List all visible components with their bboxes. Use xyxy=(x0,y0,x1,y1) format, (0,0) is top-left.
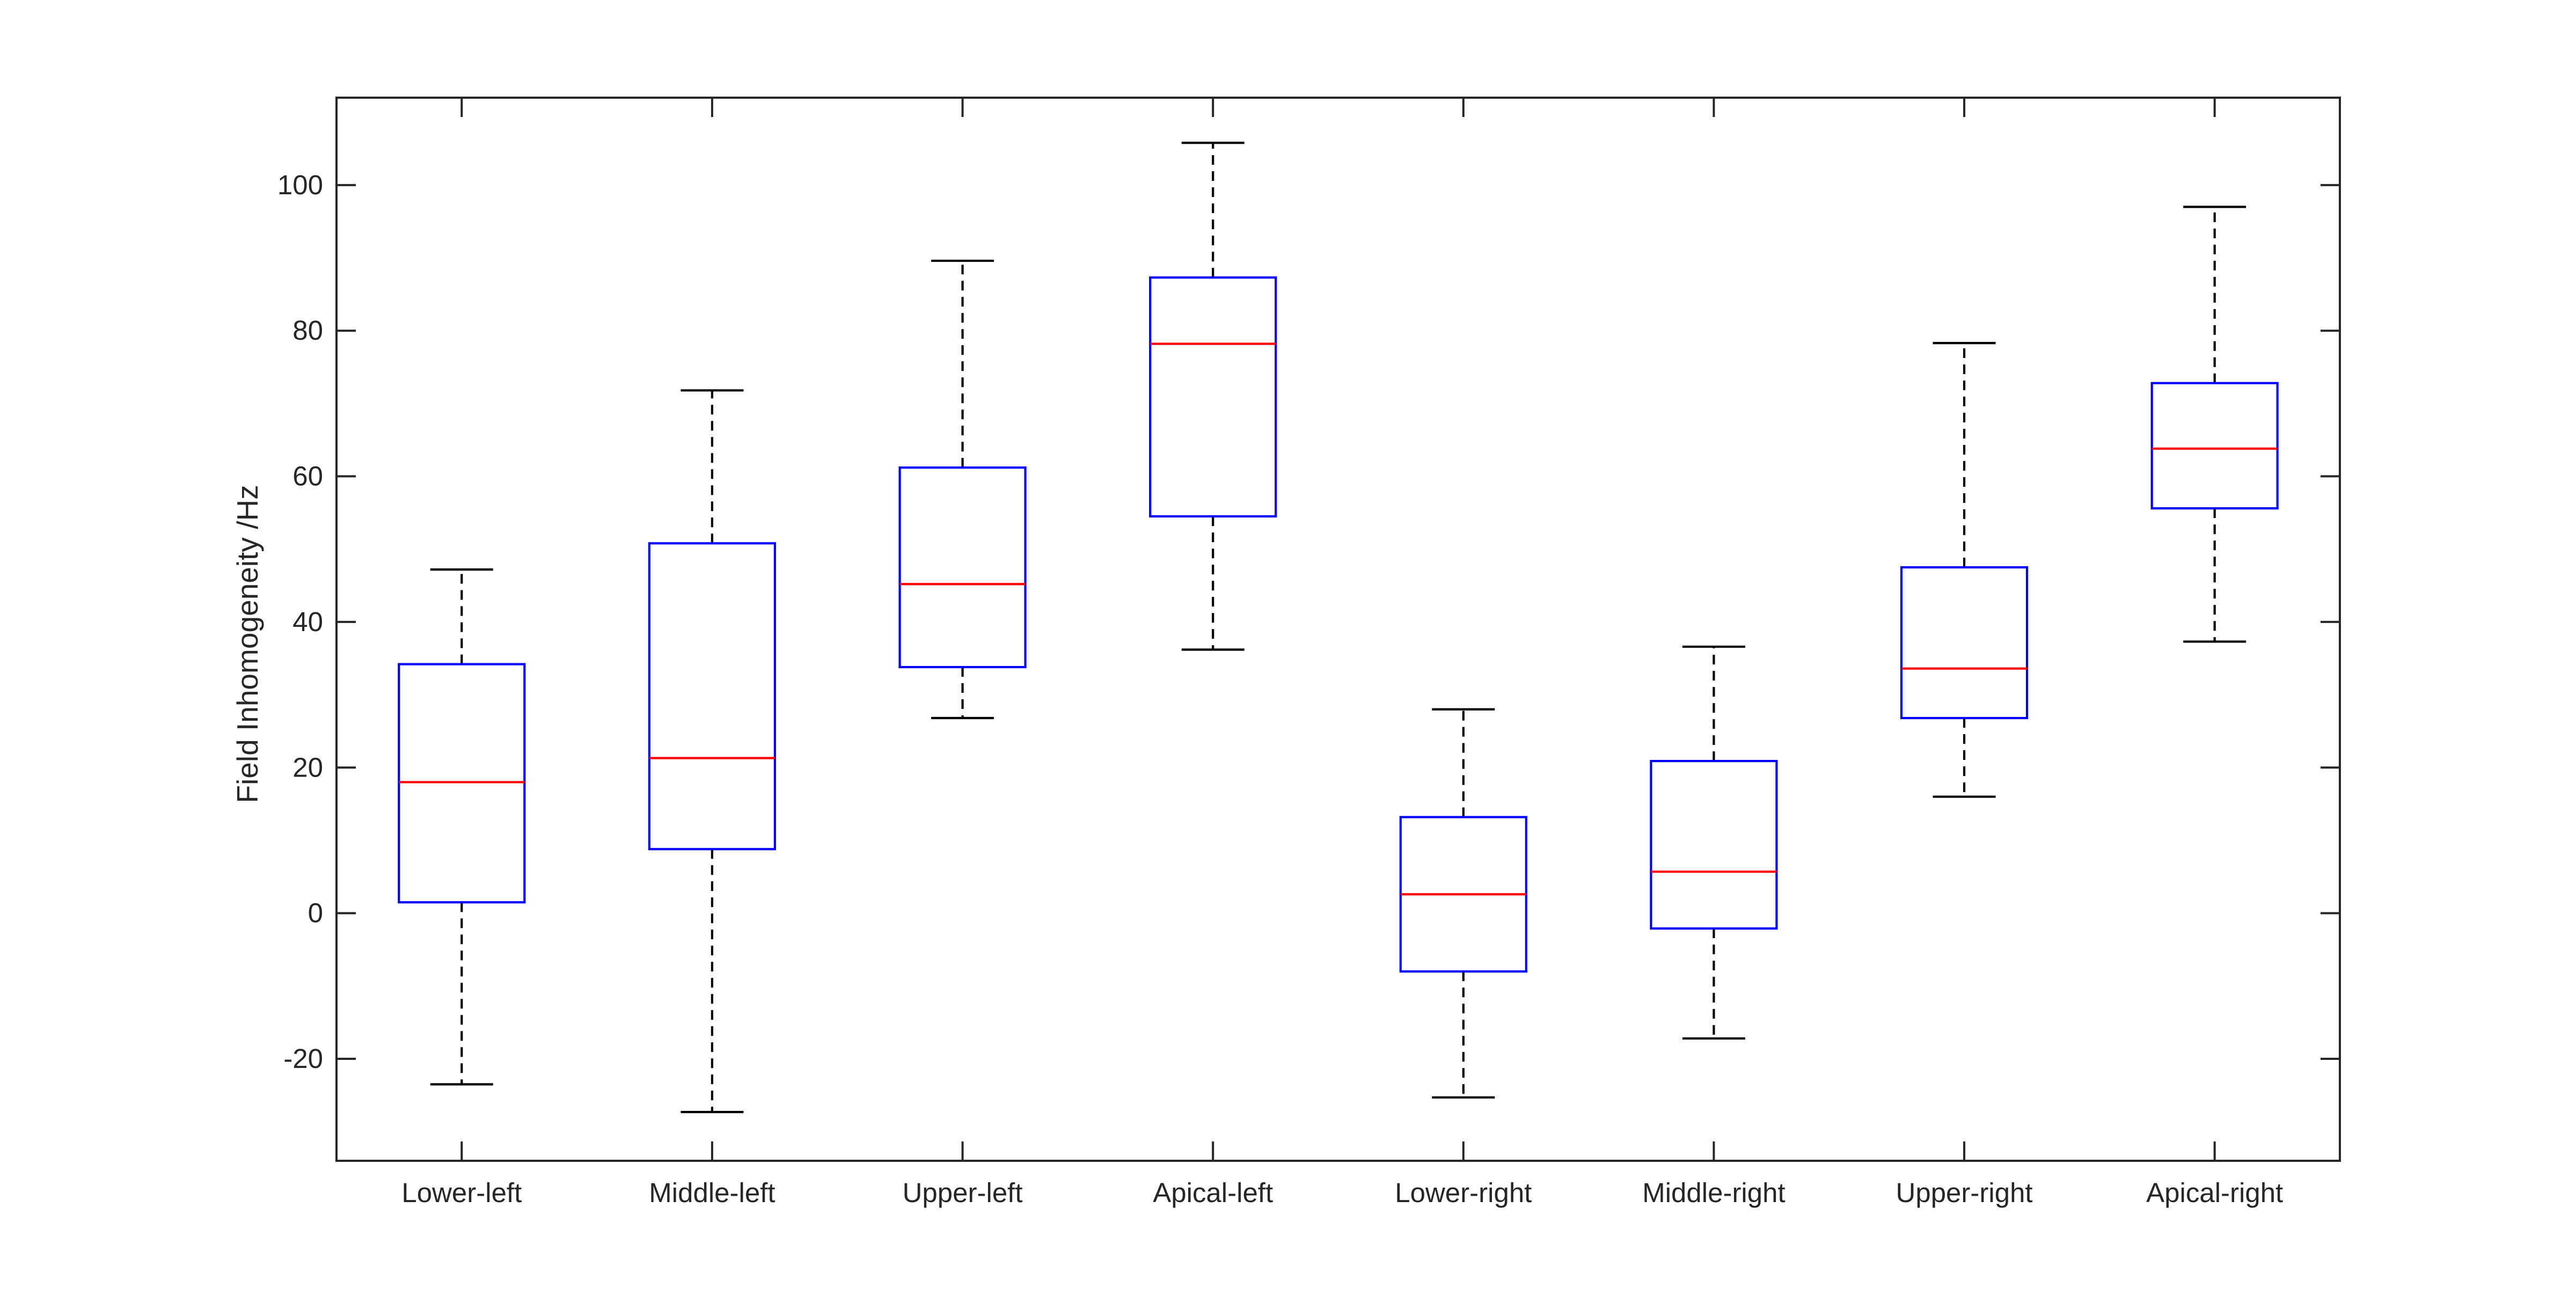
axes: -20 0 20 40 60 80 100 Lower-left Middle-left Uppe… xyxy=(277,97,2341,1208)
y-tick-label: 20 xyxy=(292,752,323,782)
x-tick-label: Apical-left xyxy=(1153,1177,1273,1208)
plot-area xyxy=(398,142,2279,1114)
y-tick-label: 80 xyxy=(292,315,323,346)
iqr-box xyxy=(1900,566,2029,720)
iqr-box xyxy=(1650,759,1778,930)
box-group-middle-right xyxy=(1650,645,1778,1040)
y-tick-label: 60 xyxy=(292,461,323,492)
iqr-box xyxy=(648,542,777,851)
y-tick-label: 0 xyxy=(308,898,323,928)
x-tick-label: Middle-right xyxy=(1642,1177,1785,1208)
box-group-lower-right xyxy=(1399,708,1527,1099)
y-axis-label: Field Inhomogeneity /Hz xyxy=(231,485,264,803)
box-group-middle-left xyxy=(648,389,777,1114)
box-group-lower-left xyxy=(398,568,526,1086)
iqr-box xyxy=(898,466,1027,669)
box-group-upper-left xyxy=(898,259,1027,720)
x-tick-label: Upper-left xyxy=(903,1177,1023,1208)
x-tick-label: Lower-right xyxy=(1395,1177,1532,1208)
x-tick-label: Middle-left xyxy=(649,1177,775,1208)
axes-frame xyxy=(335,97,2341,1162)
box-group-upper-right xyxy=(1900,342,2029,798)
iqr-box xyxy=(2150,382,2279,510)
x-tick-label: Lower-left xyxy=(401,1177,522,1208)
x-tick-label: Upper-right xyxy=(1896,1177,2033,1208)
box-group-apical-left xyxy=(1149,142,1277,651)
x-tick-label: Apical-right xyxy=(2146,1177,2283,1208)
iqr-box xyxy=(1149,276,1277,518)
y-tick-label: 100 xyxy=(277,170,323,200)
y-tick-label: 40 xyxy=(292,606,323,637)
y-tick-label: -20 xyxy=(283,1043,323,1074)
box-group-apical-right xyxy=(2150,206,2279,643)
